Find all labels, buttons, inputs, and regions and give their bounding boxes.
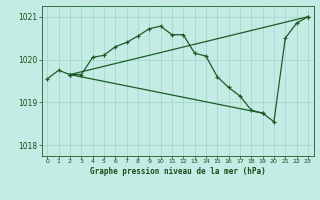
X-axis label: Graphe pression niveau de la mer (hPa): Graphe pression niveau de la mer (hPa) xyxy=(90,167,266,176)
